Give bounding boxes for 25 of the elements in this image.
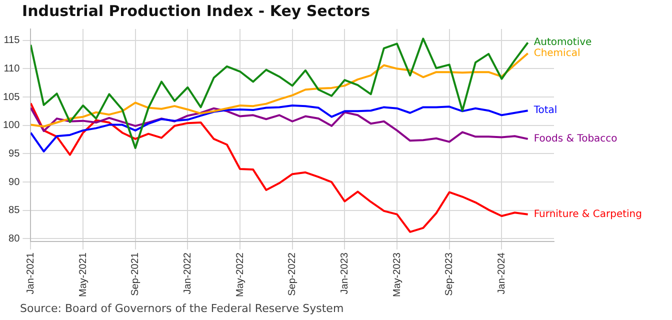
source-note: Source: Board of Governors of the Federal Reserve System [20, 302, 344, 315]
series-label: Automotive [534, 37, 592, 48]
y-tick-label: 100 [2, 120, 20, 132]
y-tick-label: 115 [4, 35, 20, 46]
x-tick-label: Sep-2023 [444, 252, 456, 296]
x-tick-label: Jan-2021 [25, 252, 36, 294]
y-tick-label: 90 [8, 176, 20, 188]
chart-title: Industrial Production Index - Key Sectors [22, 2, 370, 20]
y-tick-label: 80 [8, 233, 20, 244]
x-tick-label: May-2023 [392, 252, 403, 297]
x-tick-label: Jan-2022 [182, 252, 194, 294]
y-tick-label: 95 [8, 148, 20, 160]
y-tick-label: 85 [8, 205, 20, 216]
x-tick-label: Sep-2022 [287, 252, 298, 296]
x-tick-label: Sep-2021 [130, 252, 142, 296]
series-label: Furniture & Carpeting [534, 208, 642, 220]
series-label: Foods & Tobacco [534, 134, 618, 145]
series-label: Chemical [534, 48, 580, 59]
x-tick-label: May-2022 [234, 252, 246, 297]
x-tick-label: May-2021 [78, 252, 89, 297]
y-tick-label: 110 [4, 63, 20, 74]
x-tick-label: Jan-2024 [496, 252, 508, 294]
x-tick-label: Jan-2023 [339, 252, 350, 294]
series-label: Total [532, 105, 558, 116]
y-tick-label: 105 [2, 92, 20, 103]
